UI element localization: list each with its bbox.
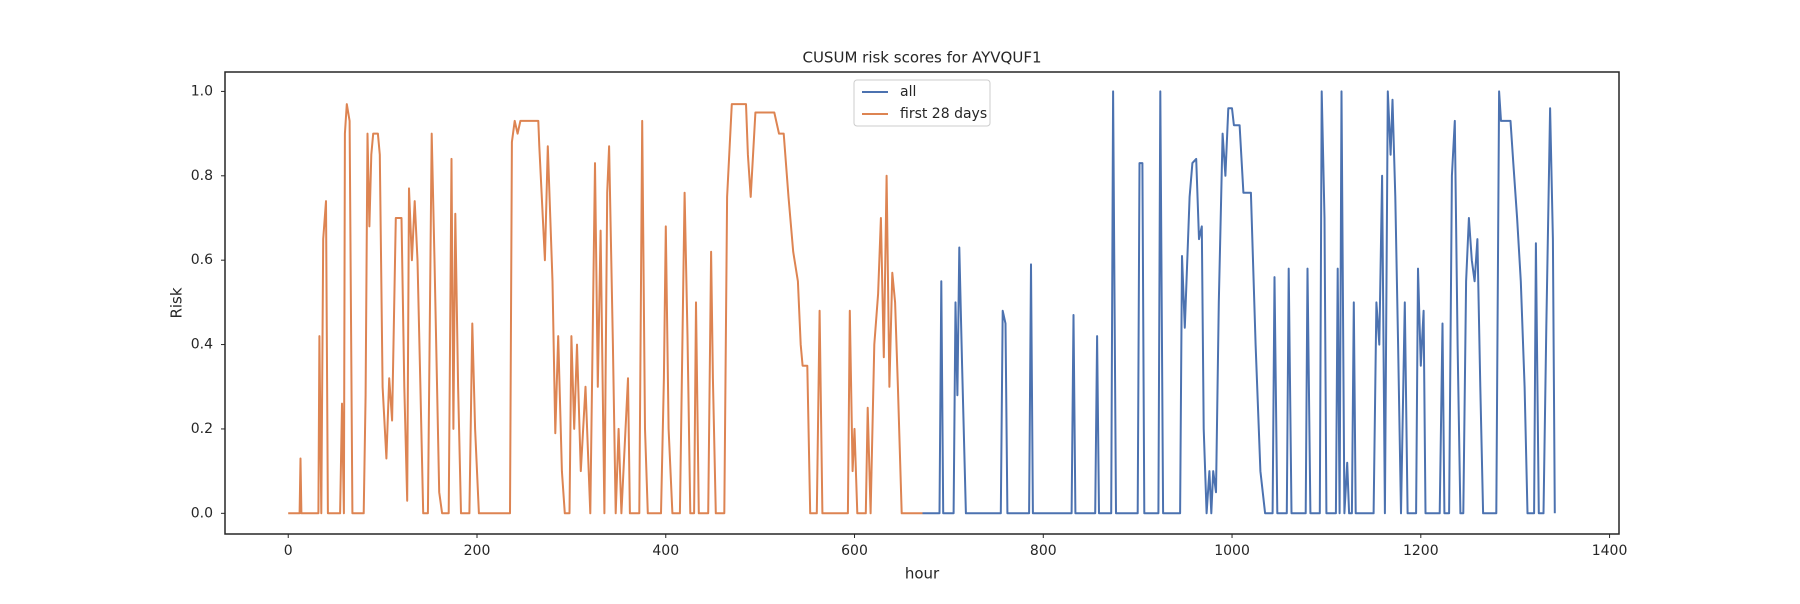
x-axis-label: hour — [905, 565, 940, 583]
y-tick-label: 0.2 — [191, 421, 213, 437]
series-line — [922, 90, 1556, 515]
x-tick-label: 1200 — [1403, 543, 1439, 559]
x-tick-label: 1400 — [1592, 543, 1628, 559]
y-tick-label: 0.4 — [191, 337, 213, 353]
plot-frame — [224, 71, 1620, 535]
y-tick-label: 0.6 — [191, 252, 213, 268]
y-tick-label: 1.0 — [191, 83, 213, 99]
x-tick-label: 400 — [652, 543, 679, 559]
y-tick-label: 0.8 — [191, 168, 213, 184]
x-tick-label: 800 — [1030, 543, 1057, 559]
x-tick-label: 1000 — [1214, 543, 1250, 559]
series-line — [288, 103, 923, 515]
legend-label: all — [900, 84, 916, 100]
y-axis-label: Risk — [168, 287, 186, 318]
legend-label: first 28 days — [900, 106, 987, 122]
y-tick-label: 0.0 — [191, 505, 213, 521]
x-tick-label: 0 — [284, 543, 293, 559]
chart-title: CUSUM risk scores for AYVQUF1 — [802, 49, 1041, 67]
x-tick-label: 600 — [841, 543, 868, 559]
x-tick-label: 200 — [464, 543, 491, 559]
